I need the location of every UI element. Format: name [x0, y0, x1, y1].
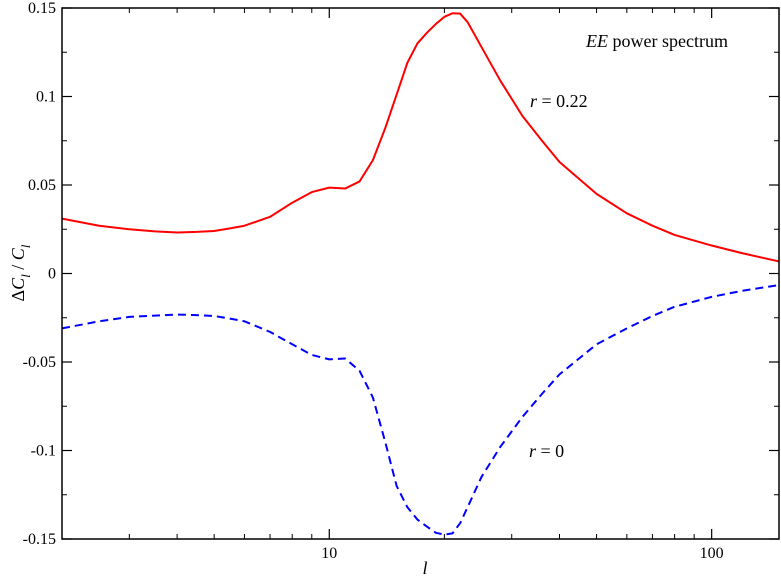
y-tick-label: 0 [48, 266, 56, 283]
annotation-r-0: r = 0 [529, 441, 564, 461]
annotation-spectrum-italic: EE [585, 31, 608, 51]
y-axis-title-c1: C [8, 277, 28, 290]
x-axis-title: l [422, 558, 427, 578]
x-tick-label: 100 [700, 545, 724, 562]
annotation-r-0.22: r = 0.22 [530, 91, 588, 111]
annotation-r-0.22-text: = 0.22 [537, 91, 588, 111]
annotation-spectrum-text: power spectrum [608, 31, 728, 51]
y-tick-label: -0.15 [23, 531, 56, 548]
y-axis-title: ΔCl / Cl [8, 244, 33, 301]
y-axis-title-sub1: l [18, 274, 33, 278]
y-tick-label: 0.1 [36, 89, 56, 106]
y-tick-label: -0.1 [31, 443, 56, 460]
y-axis-title-sub2: l [18, 244, 33, 248]
y-tick-label: -0.05 [23, 354, 56, 371]
annotation-r-0-text: = 0 [536, 441, 564, 461]
annotation-r-0-italic: r [529, 441, 537, 461]
y-axis-title-slash: / [8, 260, 28, 274]
y-axis-title-c2: C [8, 247, 28, 260]
series-line-r-0 [61, 284, 780, 536]
annotation-r-0.22-italic: r [530, 91, 538, 111]
y-axis-title-delta: Δ [8, 290, 28, 302]
x-tick-label: 10 [321, 545, 337, 562]
plot-frame [61, 7, 780, 540]
y-tick-label: 0.15 [28, 0, 56, 17]
series-line-r-0.22 [61, 12, 780, 263]
annotation-spectrum: EE power spectrum [585, 31, 728, 51]
series-layer [61, 12, 780, 536]
y-tick-label: 0.05 [28, 177, 56, 194]
